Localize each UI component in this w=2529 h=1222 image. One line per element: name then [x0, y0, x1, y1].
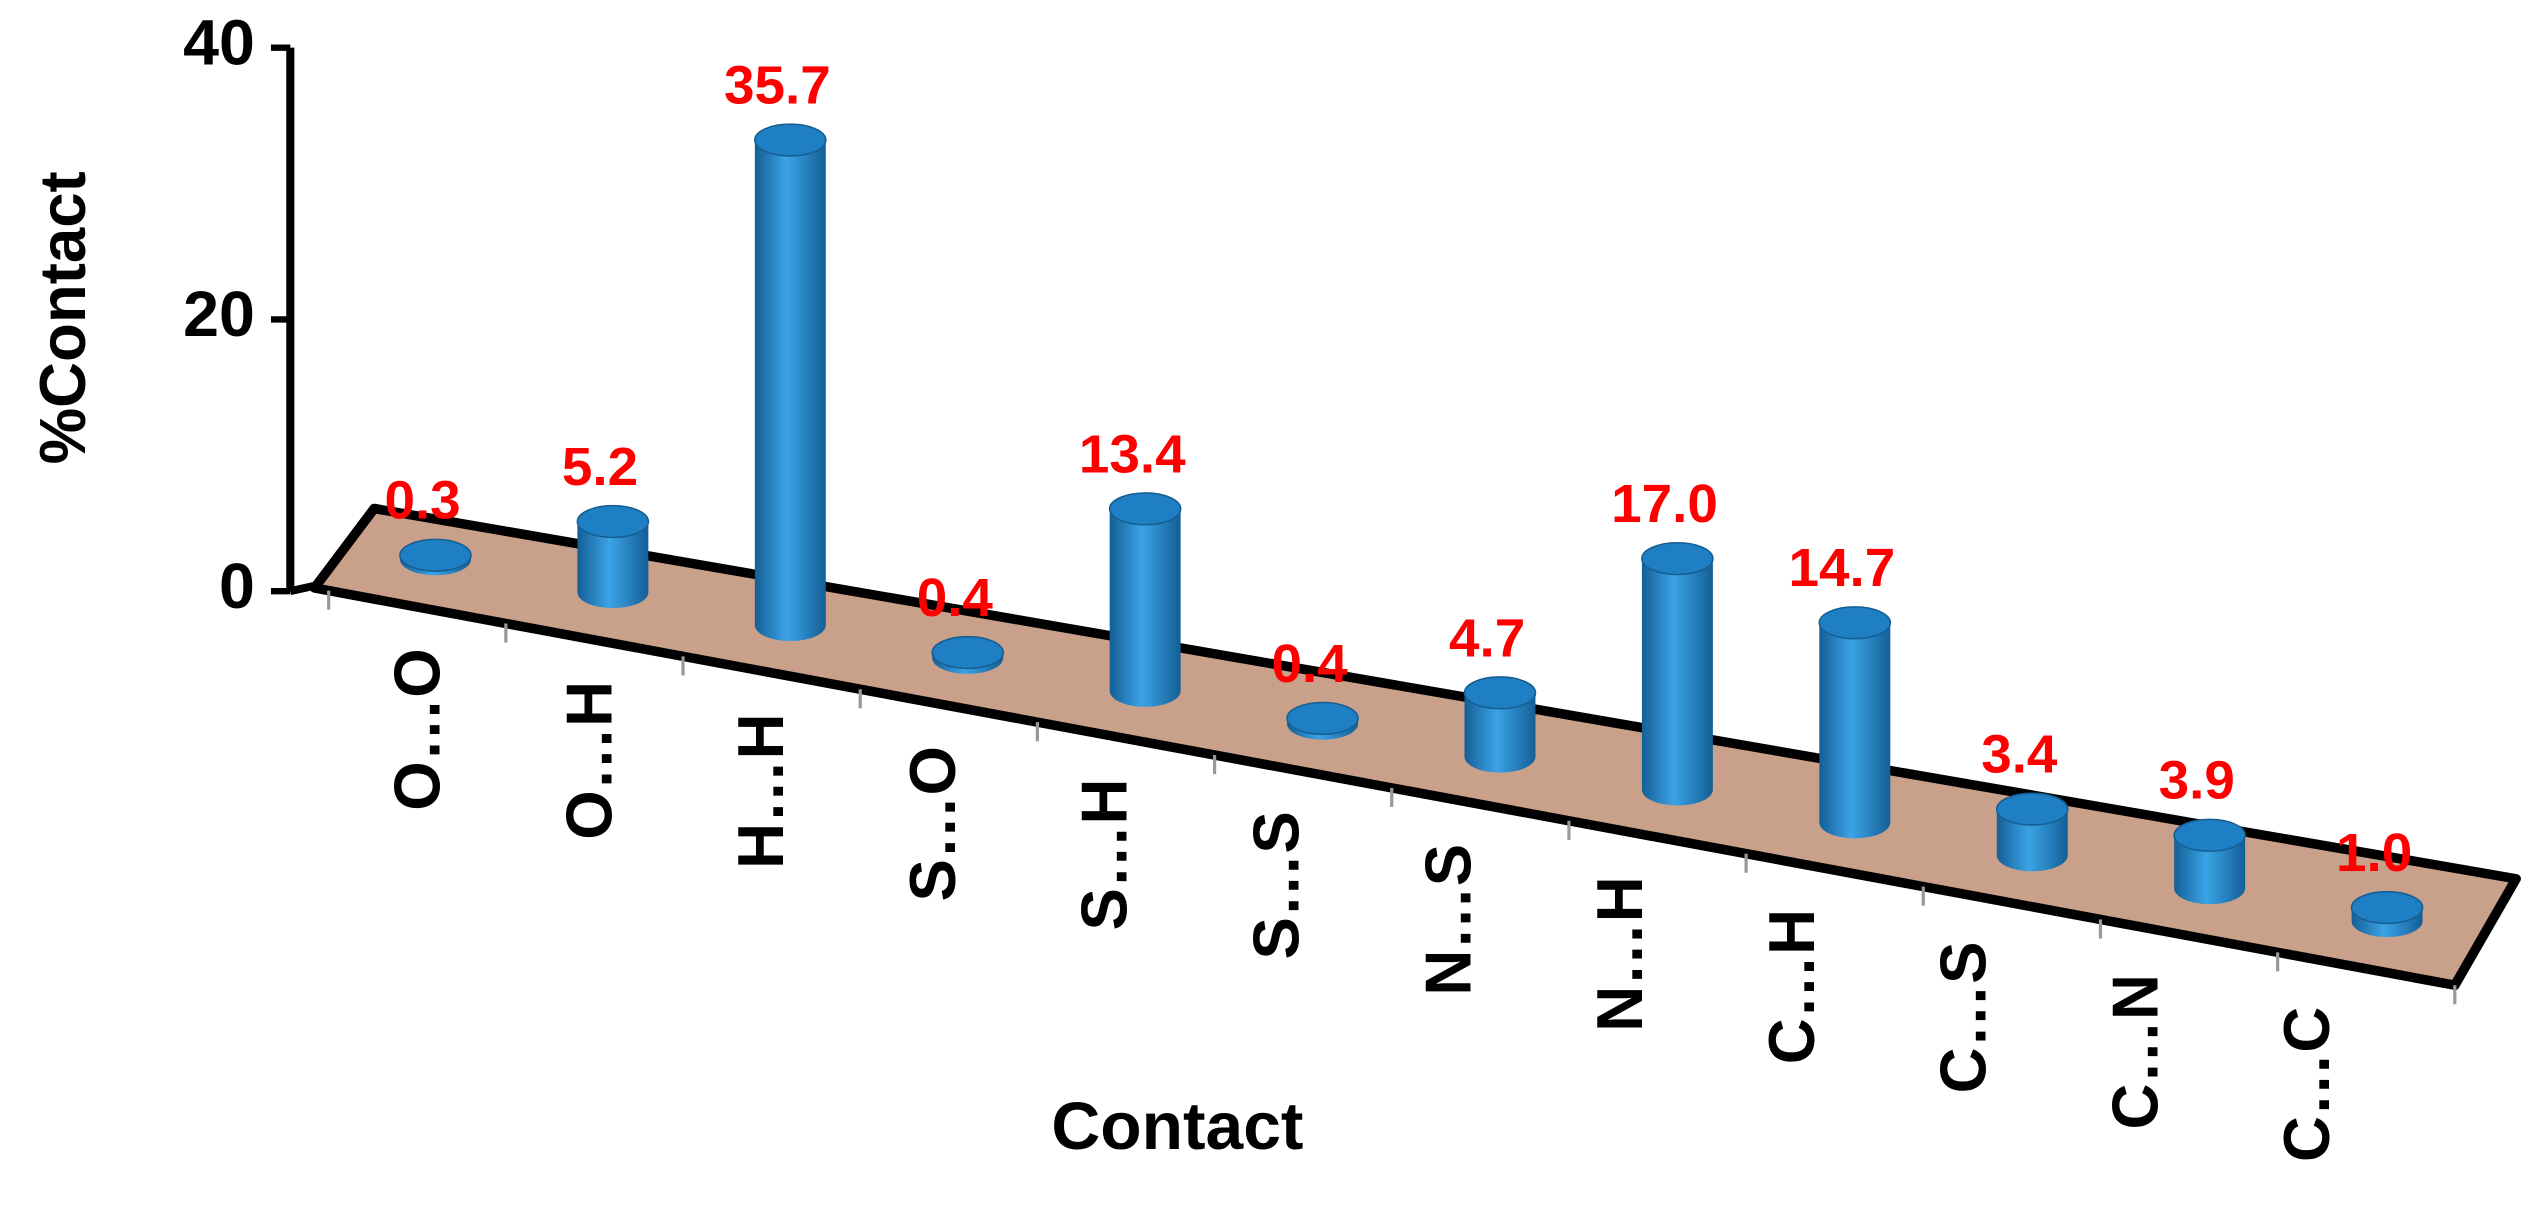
value-label: 5.2 [562, 436, 638, 497]
x-tick-label: O…O [381, 648, 454, 810]
cylinder-top [2350, 890, 2424, 925]
value-label: 35.7 [724, 55, 831, 116]
cylinder [577, 521, 649, 609]
x-tick-label: C…S [1927, 942, 2000, 1094]
value-label: 3.9 [2159, 750, 2235, 811]
x-tick-label: H…H [725, 713, 798, 868]
x-tick-label: N…S [1412, 844, 1485, 996]
cylinder-top [576, 504, 650, 539]
x-tick-label: C…H [1755, 909, 1828, 1064]
cylinder [1819, 622, 1891, 839]
value-label: 0.4 [917, 567, 993, 628]
x-tick-label: C…C [2271, 1007, 2344, 1162]
value-label: 0.3 [384, 470, 460, 531]
cylinder-top [1641, 541, 1714, 576]
cylinder-top [1463, 676, 1537, 710]
value-label: 14.7 [1789, 538, 1896, 599]
y-tick-label: 0 [219, 550, 255, 621]
x-tick-label: S…H [1068, 779, 1141, 931]
value-label: 3.4 [1981, 724, 2057, 785]
cylinder [754, 140, 826, 642]
cylinder-top [1286, 701, 1359, 736]
x-tick-label: N…H [1584, 876, 1657, 1031]
cylinder-top [2173, 818, 2246, 852]
cylinder-top [1818, 606, 1892, 640]
cylinder-top [1995, 792, 2069, 826]
y-axis-base [289, 580, 321, 596]
cylinder [2174, 835, 2246, 905]
y-tick-label: 40 [183, 7, 255, 78]
floor [309, 503, 2521, 990]
value-label: 0.4 [1272, 633, 1348, 694]
value-label: 17.0 [1611, 473, 1718, 534]
cylinder [1109, 508, 1181, 707]
x-tick-label: S…O [897, 746, 970, 901]
x-tick-label: O…H [553, 681, 626, 840]
cylinder [1464, 692, 1536, 773]
cylinder-top [754, 123, 827, 157]
cylinder-top [1108, 492, 1182, 526]
value-label: 13.4 [1079, 424, 1186, 485]
cylinder-top [399, 538, 472, 572]
value-label: 1.0 [2336, 822, 2412, 883]
x-axis-title: Contact [1051, 1090, 1303, 1164]
cylinder-top [931, 635, 1005, 670]
cylinder [1996, 809, 2068, 872]
y-tick-label: 20 [183, 279, 255, 350]
value-label: 4.7 [1449, 608, 1525, 669]
cylinder [1641, 558, 1713, 806]
x-tick-label: C…N [2099, 974, 2172, 1129]
x-tick-label: S…S [1240, 811, 1313, 959]
y-axis-title: %Contact [26, 171, 99, 464]
